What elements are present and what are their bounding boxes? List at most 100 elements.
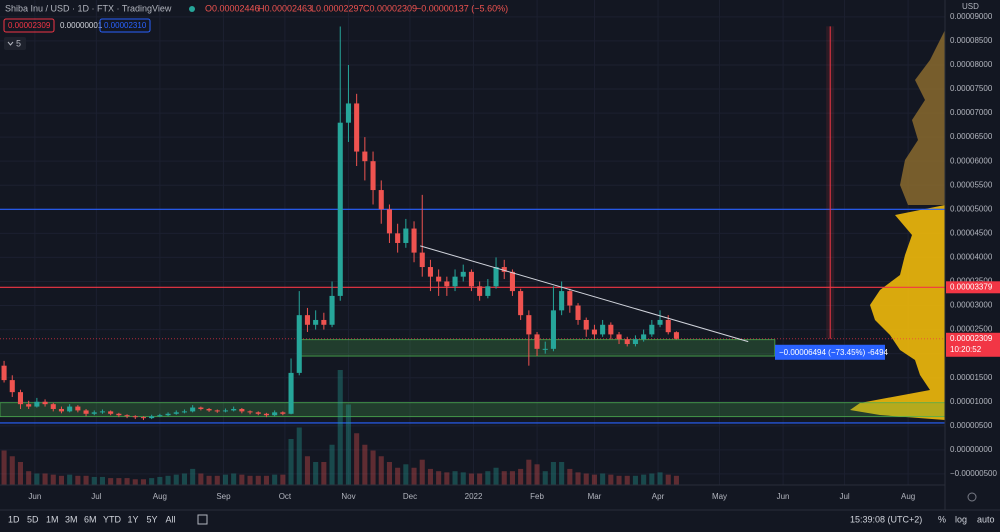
x-tick-label: Sep — [216, 492, 231, 501]
candle-body — [42, 401, 48, 405]
volume-bar — [83, 475, 89, 485]
range-button[interactable]: All — [166, 514, 176, 524]
candle-body — [444, 281, 450, 287]
scale-button[interactable]: % — [938, 514, 946, 524]
y-tick-label: 0.00000000 — [950, 445, 993, 454]
volume-bar — [649, 473, 655, 485]
volume-bar — [26, 471, 32, 485]
x-tick-label: Jun — [777, 492, 790, 501]
candle-body — [75, 406, 81, 411]
candle-body — [485, 286, 491, 296]
grid-layer — [0, 0, 945, 485]
y-tick-label: 0.00005500 — [950, 180, 993, 189]
clock: 15:39:08 (UTC+2) — [850, 514, 922, 524]
sell-button[interactable] — [3, 18, 55, 33]
candle-body — [214, 410, 220, 412]
volume-bar — [124, 478, 130, 485]
candle-body — [345, 103, 351, 123]
range-button[interactable]: 5Y — [147, 514, 158, 524]
volume-bar — [509, 471, 515, 485]
candle-body — [304, 315, 310, 325]
candle-body — [427, 267, 433, 277]
volume-bar — [378, 456, 384, 485]
candle-body — [608, 324, 614, 335]
volume-bar — [42, 473, 48, 485]
candle-body — [600, 324, 606, 335]
range-button[interactable]: 1M — [46, 514, 59, 524]
x-tick-label: Dec — [403, 492, 417, 501]
price-axis-bg — [945, 0, 1000, 510]
scale-button[interactable]: auto — [977, 514, 995, 524]
header-change: −0.00000137 (−5.60%) — [416, 3, 508, 13]
scale-button[interactable]: log — [955, 514, 967, 524]
volume-profile — [850, 30, 945, 420]
candle-body — [173, 412, 179, 414]
candle-body — [419, 252, 425, 268]
candle-body — [165, 413, 171, 416]
volume-bar — [91, 476, 97, 485]
candle-body — [9, 380, 15, 393]
candle-body — [263, 413, 269, 416]
candle-body — [583, 319, 589, 330]
candle-body — [34, 401, 40, 407]
candle-body — [378, 190, 384, 210]
candle-body — [247, 411, 253, 413]
candle-body — [493, 267, 499, 287]
volume-bar — [460, 472, 466, 485]
volume-bar — [9, 456, 15, 485]
x-tick-label: Feb — [530, 492, 544, 501]
candle-body — [591, 329, 597, 335]
buy-price[interactable]: 0.00002310 — [104, 21, 147, 30]
last-price-tag — [946, 332, 1000, 357]
spread: 0.00000001 — [60, 21, 103, 30]
volume-bar — [337, 370, 343, 485]
candle-body — [632, 339, 638, 345]
date-range-icon[interactable] — [197, 514, 208, 525]
candle-body — [534, 334, 540, 349]
candle-body — [673, 332, 679, 339]
candle-body — [657, 319, 663, 325]
indicator-toggle[interactable] — [4, 37, 26, 50]
candle-body — [50, 404, 56, 409]
range-button[interactable]: 1Y — [128, 514, 139, 524]
candle-body — [395, 233, 401, 243]
range-button[interactable]: YTD — [103, 514, 122, 524]
candle-body — [149, 416, 155, 419]
range-button[interactable]: 1D — [8, 514, 20, 524]
candle-body — [575, 305, 581, 320]
candle-body — [321, 319, 327, 325]
range-button[interactable]: 3M — [65, 514, 78, 524]
candle-body — [58, 408, 65, 412]
volume-bar — [452, 471, 458, 485]
sell-price[interactable]: 0.00002309 — [8, 21, 51, 30]
volume-bar — [222, 474, 228, 485]
candle-body — [329, 295, 335, 325]
profile-lower — [850, 205, 945, 420]
volume-bar — [255, 475, 261, 485]
volume-bar — [624, 475, 630, 485]
volume-bar — [58, 475, 65, 485]
volume-bar — [157, 476, 163, 485]
volume-bar — [280, 474, 286, 485]
range-button[interactable]: 5D — [27, 514, 39, 524]
y-tick-label: 0.00004500 — [950, 228, 993, 237]
indicator-count[interactable]: 5 — [16, 38, 21, 48]
y-tick-label: 0.00007000 — [950, 108, 993, 117]
buy-button[interactable] — [99, 18, 151, 33]
candle-body — [362, 151, 368, 162]
candle-body — [206, 408, 212, 411]
y-tick-label: 0.00008500 — [950, 36, 993, 45]
currency-menu[interactable]: USD — [962, 2, 979, 11]
volume-bar — [231, 473, 237, 485]
volume-bar — [632, 475, 638, 485]
volume-bar — [272, 474, 278, 485]
candle-body — [296, 315, 302, 373]
volume-bar — [600, 473, 606, 485]
volume-bar — [559, 462, 565, 485]
volume-bar — [354, 433, 360, 485]
volume-bar — [304, 456, 310, 485]
range-button[interactable]: 6M — [84, 514, 97, 524]
settings-icon[interactable] — [967, 492, 977, 502]
